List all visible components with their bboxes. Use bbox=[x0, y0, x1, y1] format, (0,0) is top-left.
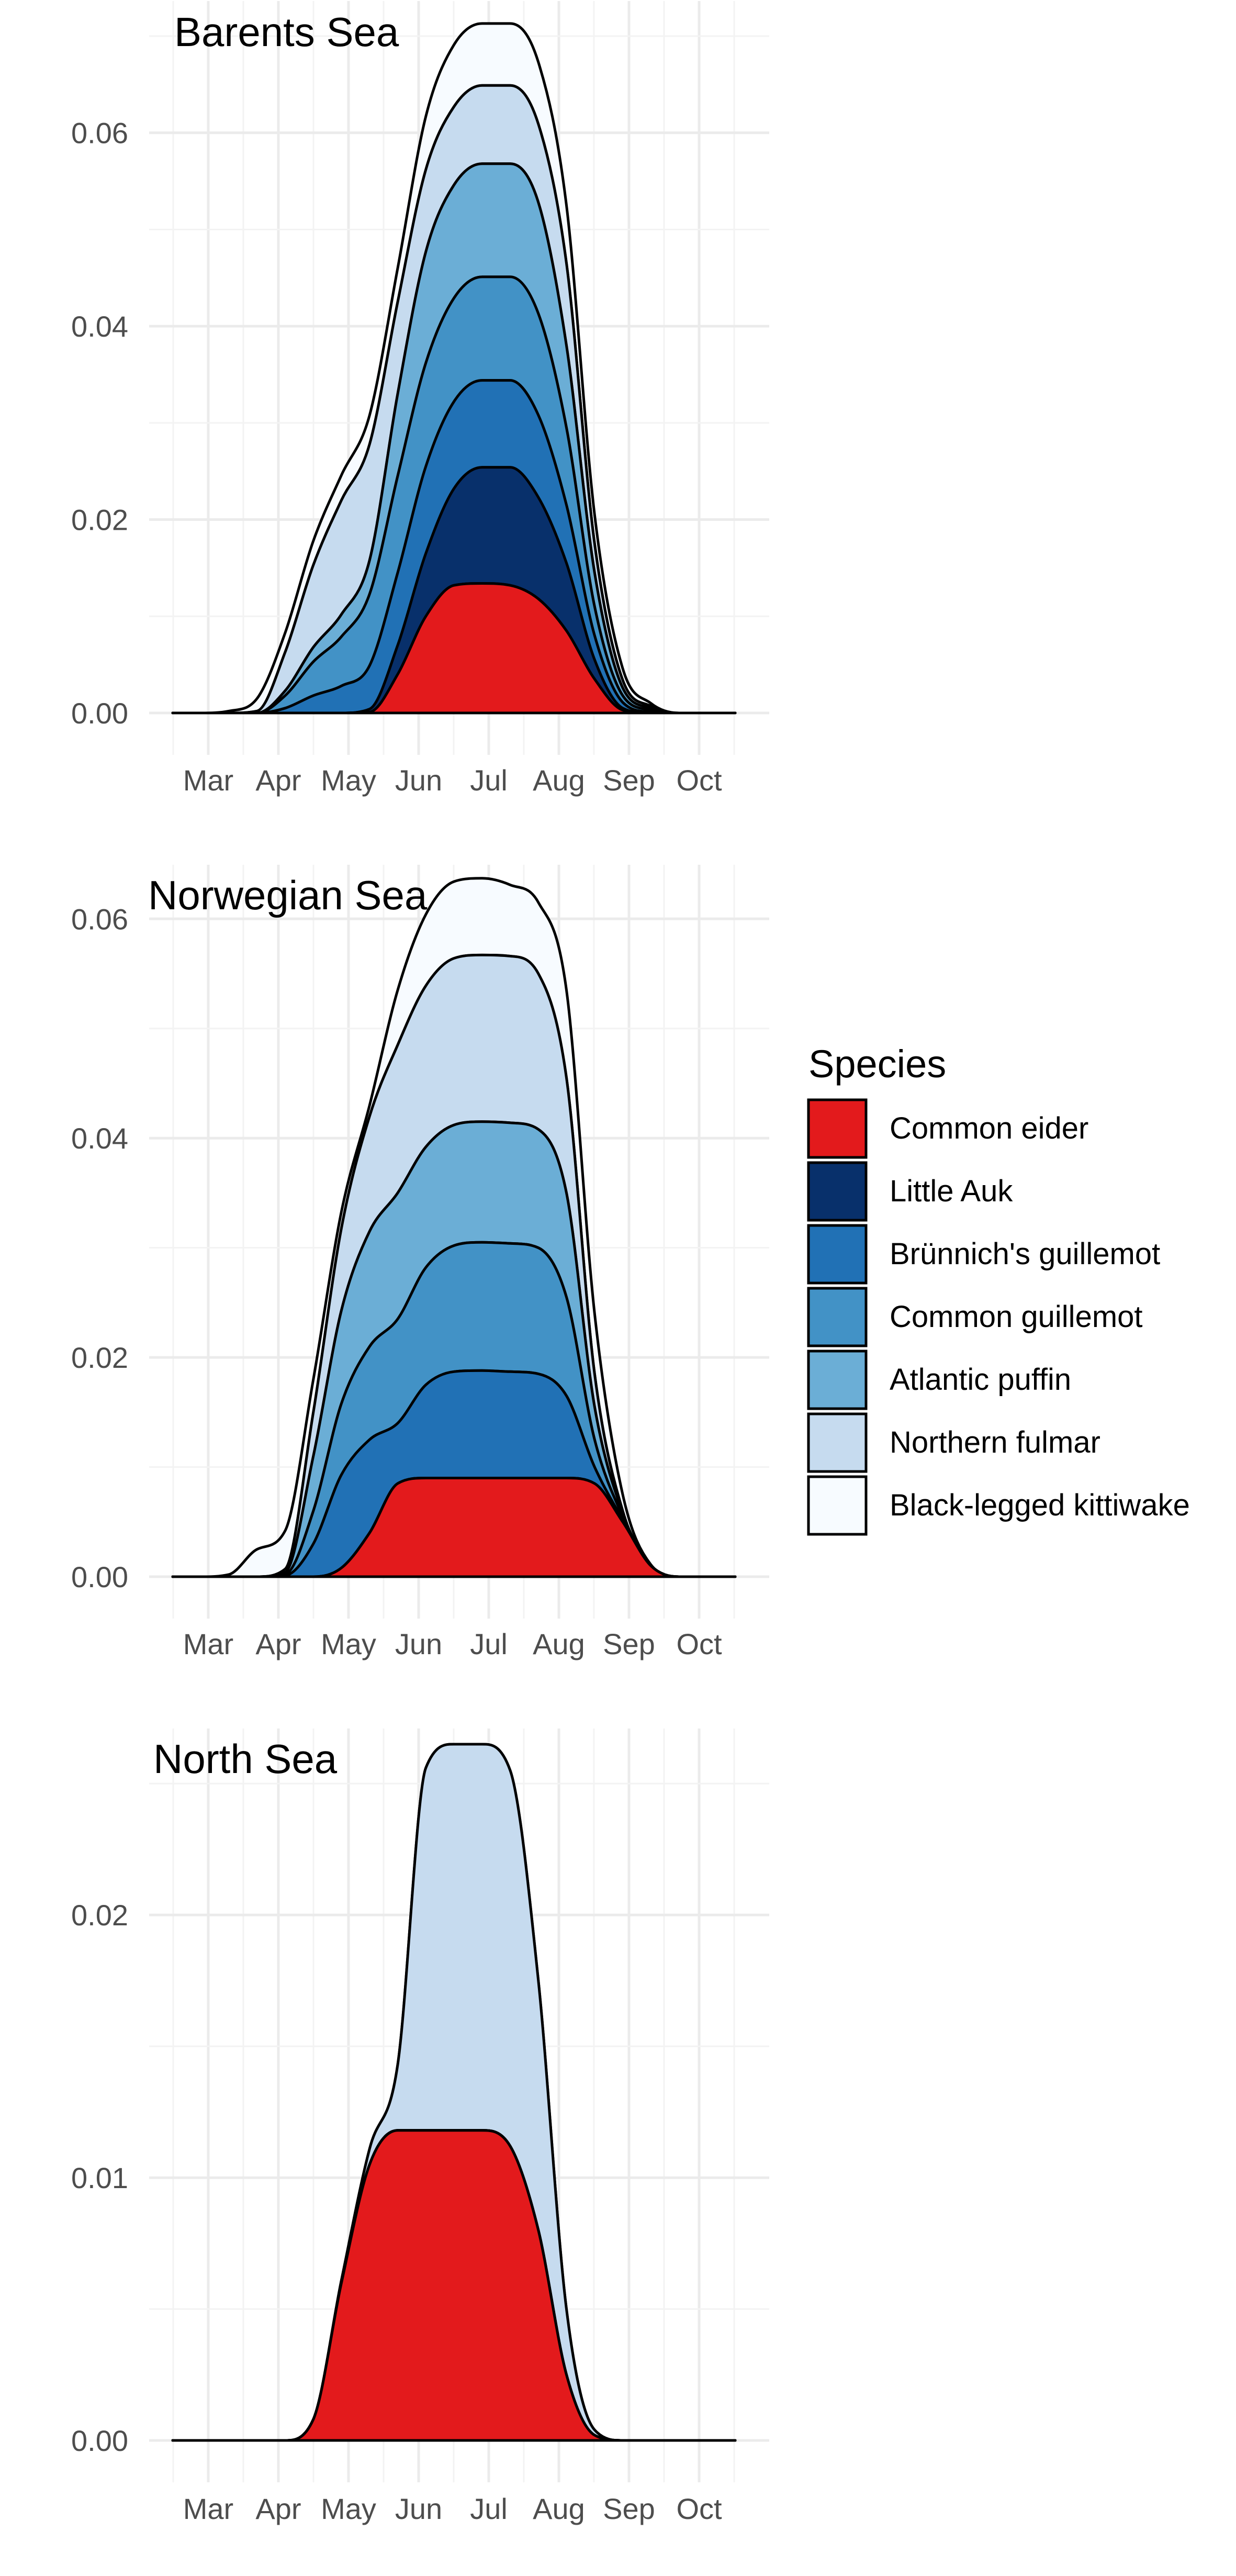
panel-north-sea: 0.00 0.01 0.02 Mar Apr May Jun Jul Aug Sep Oct Nort… bbox=[71, 1729, 769, 2525]
area-common-eider bbox=[171, 582, 737, 715]
x-tick-label: Apr bbox=[255, 764, 301, 797]
x-tick-label: Apr bbox=[255, 1627, 301, 1660]
x-tick-label: Jul bbox=[470, 1627, 508, 1660]
legend-swatch bbox=[807, 1161, 868, 1222]
legend-swatch bbox=[807, 1412, 868, 1473]
area-common-eider bbox=[171, 2129, 737, 2442]
x-tick-label: May bbox=[321, 764, 376, 797]
x-tick-label: Jun bbox=[395, 1627, 442, 1660]
x-tick-label: Mar bbox=[183, 1627, 233, 1660]
x-tick-label: Aug bbox=[533, 2492, 585, 2525]
y-tick-label: 0.04 bbox=[71, 310, 128, 343]
y-tick-label: 0.01 bbox=[71, 2161, 128, 2194]
legend-title: Species bbox=[808, 1042, 946, 1086]
panel-norwegian-sea: 0.00 0.02 0.04 0.06 Mar Apr May Jun Jul Aug Sep Oct… bbox=[71, 865, 769, 1660]
x-tick-label: Aug bbox=[533, 764, 585, 797]
x-tick-label: May bbox=[321, 1627, 376, 1660]
legend-label: Atlantic puffin bbox=[890, 1363, 1071, 1397]
x-tick-label: Jun bbox=[395, 764, 442, 797]
x-tick-label: Jun bbox=[395, 2492, 442, 2525]
x-tick-label: Sep bbox=[603, 764, 655, 797]
panel-title: Barents Sea bbox=[174, 9, 399, 55]
y-tick-label: 0.00 bbox=[71, 1560, 128, 1593]
y-tick-label: 0.00 bbox=[71, 2424, 128, 2457]
y-tick-label: 0.04 bbox=[71, 1122, 128, 1155]
x-tick-label: Aug bbox=[533, 1627, 585, 1660]
legend-swatch bbox=[807, 1224, 868, 1285]
y-tick-label: 0.02 bbox=[71, 1899, 128, 1932]
panel-barents-sea: 0.00 0.02 0.04 0.06 Mar Apr May Jun Jul Aug Sep Oct… bbox=[71, 1, 769, 797]
legend-label: Little Auk bbox=[890, 1174, 1013, 1208]
area-common-eider bbox=[171, 1477, 737, 1578]
x-tick-label: May bbox=[321, 2492, 376, 2525]
x-tick-label: Sep bbox=[603, 1627, 655, 1660]
legend-swatch bbox=[807, 1475, 868, 1536]
x-tick-label: Sep bbox=[603, 2492, 655, 2525]
y-tick-label: 0.00 bbox=[71, 697, 128, 730]
legend-item-little-auk: Little Auk bbox=[807, 1161, 1013, 1222]
y-tick-label: 0.06 bbox=[71, 902, 128, 935]
legend-item-common-guillemot: Common guillemot bbox=[807, 1287, 1143, 1347]
y-tick-label: 0.06 bbox=[71, 117, 128, 150]
legend-swatch bbox=[807, 1350, 868, 1410]
x-tick-label: Oct bbox=[676, 2492, 722, 2525]
legend-item-northern-fulmar: Northern fulmar bbox=[807, 1412, 1100, 1473]
y-tick-label: 0.02 bbox=[71, 504, 128, 537]
legend-item-black-legged-kittiwake: Black-legged kittiwake bbox=[807, 1475, 1190, 1536]
x-tick-label: Oct bbox=[676, 1627, 722, 1660]
x-tick-label: Apr bbox=[255, 2492, 301, 2525]
legend: Species Common eider Little Auk Brünnich… bbox=[807, 1042, 1190, 1536]
legend-label: Common guillemot bbox=[890, 1300, 1143, 1334]
legend-item-atlantic-puffin: Atlantic puffin bbox=[807, 1350, 1071, 1410]
x-tick-label: Jul bbox=[470, 2492, 508, 2525]
legend-item-brunnichs-guillemot: Brünnich's guillemot bbox=[807, 1224, 1160, 1285]
legend-label: Northern fulmar bbox=[890, 1425, 1100, 1459]
legend-swatch bbox=[807, 1098, 868, 1159]
x-tick-label: Mar bbox=[183, 2492, 233, 2525]
x-tick-label: Mar bbox=[183, 764, 233, 797]
legend-label: Black-legged kittiwake bbox=[890, 1488, 1190, 1522]
panel-title: North Sea bbox=[153, 1736, 338, 1782]
legend-label: Common eider bbox=[890, 1111, 1088, 1145]
legend-label: Brünnich's guillemot bbox=[890, 1237, 1160, 1271]
x-tick-label: Jul bbox=[470, 764, 508, 797]
x-tick-label: Oct bbox=[676, 764, 722, 797]
legend-swatch bbox=[807, 1287, 868, 1347]
panel-title: Norwegian Sea bbox=[148, 872, 428, 918]
legend-item-common-eider: Common eider bbox=[807, 1098, 1088, 1159]
y-tick-label: 0.02 bbox=[71, 1341, 128, 1374]
